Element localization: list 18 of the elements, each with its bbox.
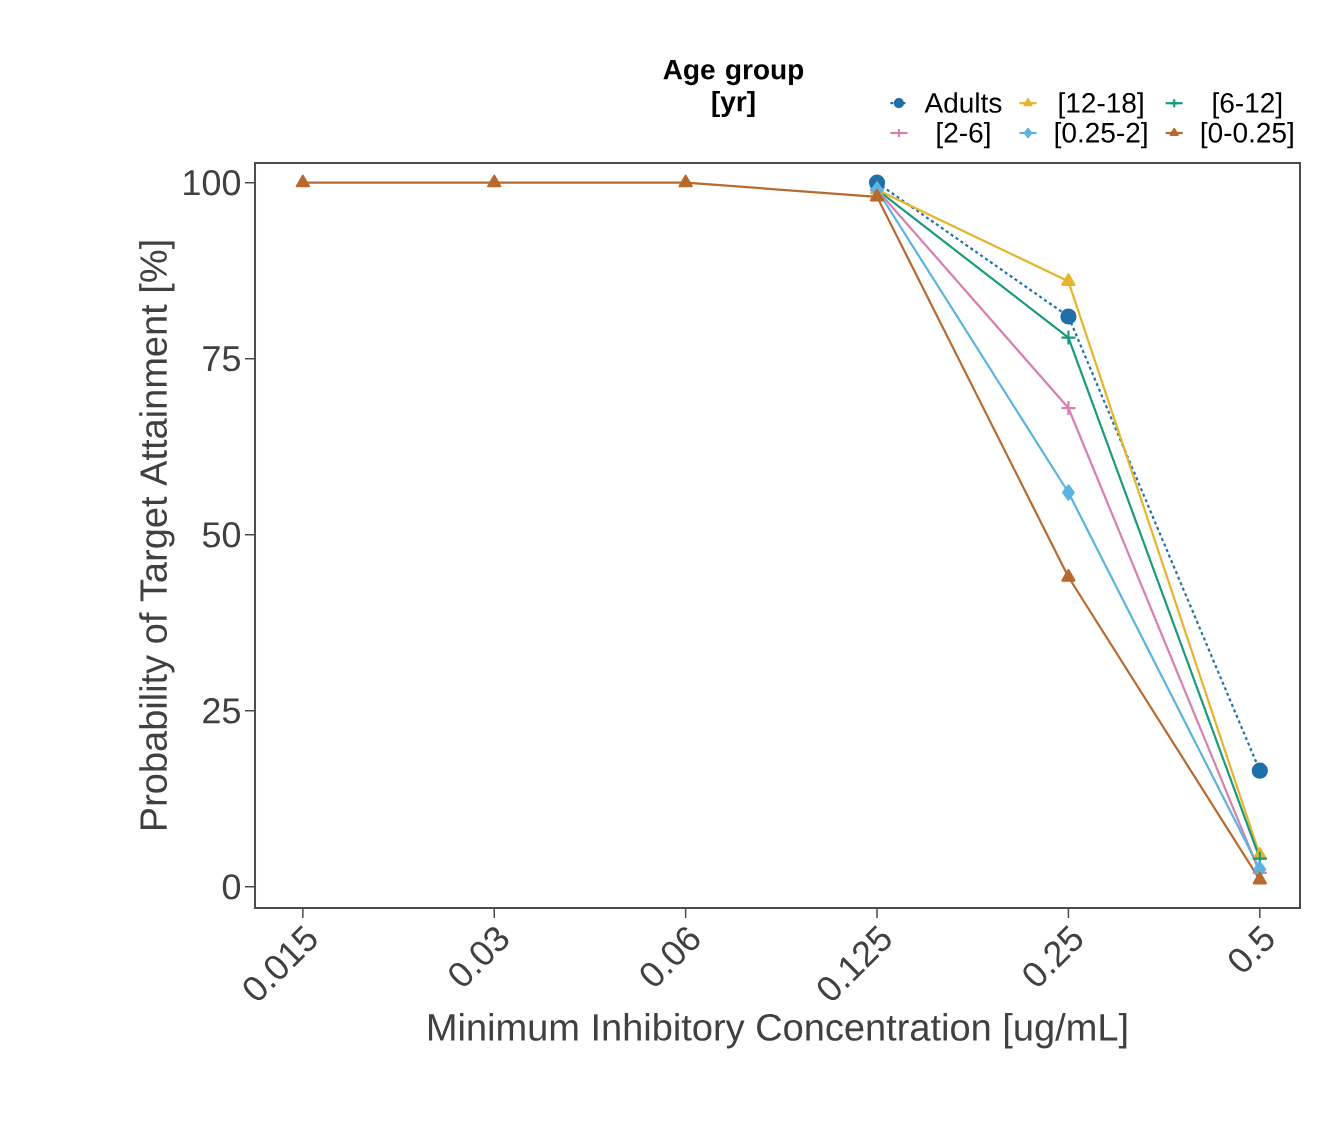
y-tick-label: 50 (202, 522, 241, 548)
y-axis-title: Probability of Target Attainment [%] (139, 241, 175, 830)
legend-label: [2-6] (937, 122, 990, 149)
y-tick-label: 0 (222, 874, 241, 900)
legend-label: [0.25-2] (1055, 122, 1147, 149)
legend-label: Adults (924, 92, 1002, 113)
legend-label: [12-18] (1059, 92, 1143, 119)
y-tick-label: 100 (184, 169, 241, 196)
legend-label: [0-0.25] (1201, 122, 1293, 149)
y-tick-label: 25 (203, 698, 240, 724)
legend-title: Age group [yr] (663, 59, 804, 118)
x-axis-title: Minimum Inhibitory Concentration [ug/mL] (428, 1012, 1127, 1049)
x-tick-label: 0.03 (449, 927, 509, 986)
y-tick-label: 75 (203, 346, 240, 372)
x-tick-label: 0.5 (1229, 925, 1274, 972)
legend-label: [6-12] (1213, 92, 1282, 119)
x-tick-label: 0.25 (1023, 925, 1083, 986)
x-tick-label: 0.06 (640, 927, 700, 986)
